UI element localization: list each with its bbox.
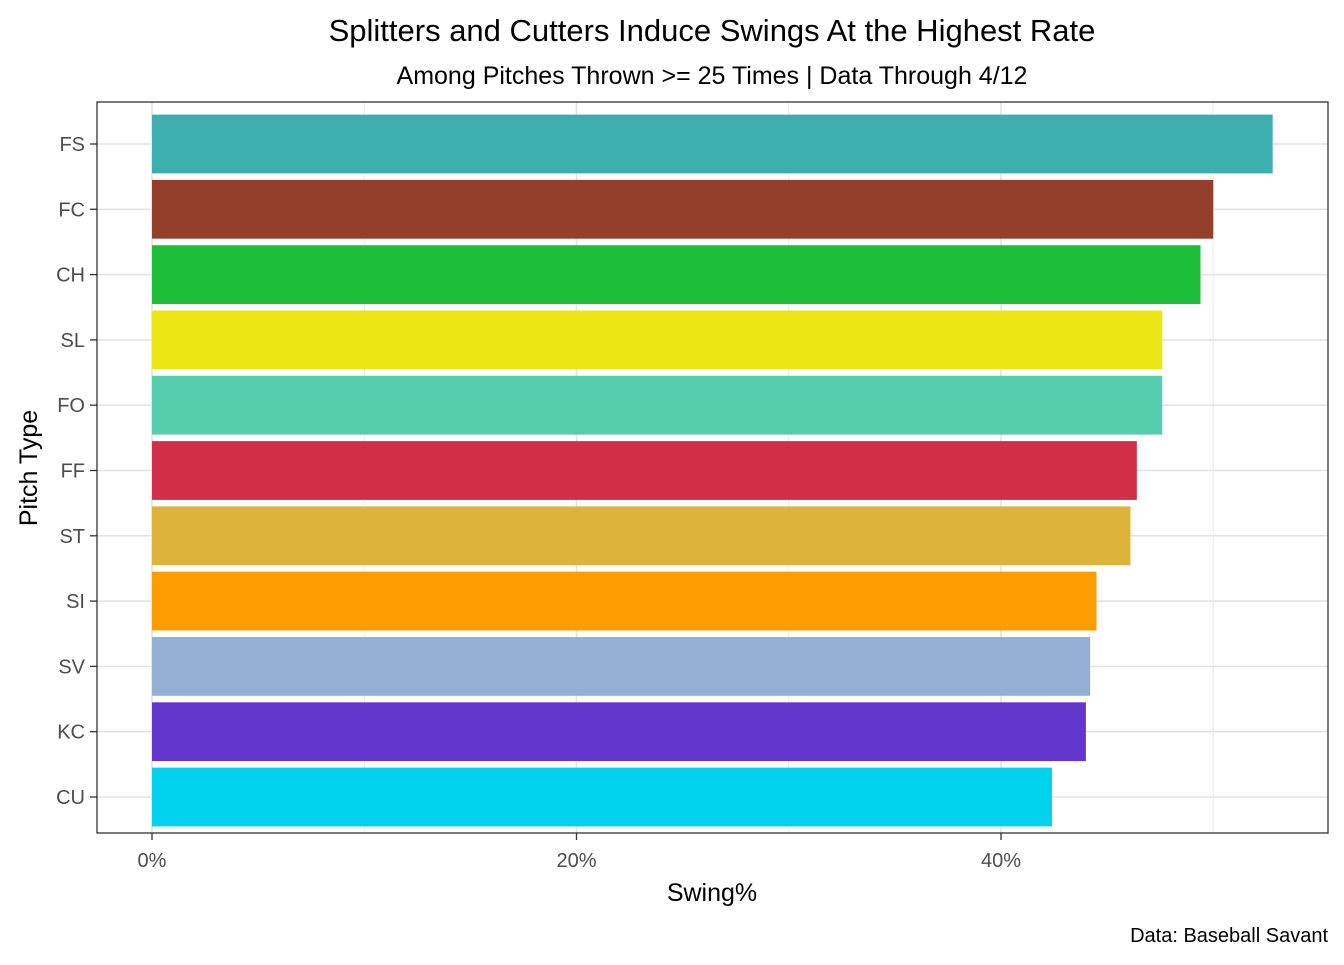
y-axis: FS FC CH SL FO FF ST SI SV KC CU [56,134,97,809]
y-tick-label-sl: SL [61,330,85,352]
bar-ff [152,441,1137,500]
y-tick-label-st: ST [59,526,85,548]
x-tick-label: 20% [556,850,596,872]
bar-fc [152,179,1214,239]
bar-kc [152,702,1086,762]
bar-st [152,506,1131,566]
bar-ch [152,245,1201,304]
x-tick-label: 40% [981,850,1021,872]
y-tick-label-kc: KC [57,722,85,744]
bar-fs [152,114,1273,174]
x-axis: 0% 20% 40% [138,833,1021,872]
y-tick-label-fc: FC [58,199,85,221]
y-tick-label-sv: SV [58,656,85,678]
y-tick-label-si: SI [66,591,85,613]
bar-sl [152,310,1163,370]
x-axis-label: Swing% [667,879,757,907]
y-tick-label-fo: FO [57,395,85,417]
x-tick-label: 0% [138,850,167,872]
y-tick-label-fs: FS [59,134,85,156]
bar-fo [152,375,1163,435]
chart-title: Splitters and Cutters Induce Swings At t… [329,13,1096,48]
bar-sv [152,637,1091,696]
chart-caption: Data: Baseball Savant [1130,925,1328,947]
y-axis-label: Pitch Type [15,410,43,526]
bar-cu [152,767,1052,827]
y-tick-label-cu: CU [56,787,85,809]
chart-subtitle: Among Pitches Thrown >= 25 Times | Data … [397,62,1028,90]
bars [152,114,1273,827]
y-tick-label-ff: FF [61,461,85,483]
plot-panel-border [96,101,1329,834]
bar-si [152,571,1097,631]
y-tick-label-ch: CH [56,265,85,287]
